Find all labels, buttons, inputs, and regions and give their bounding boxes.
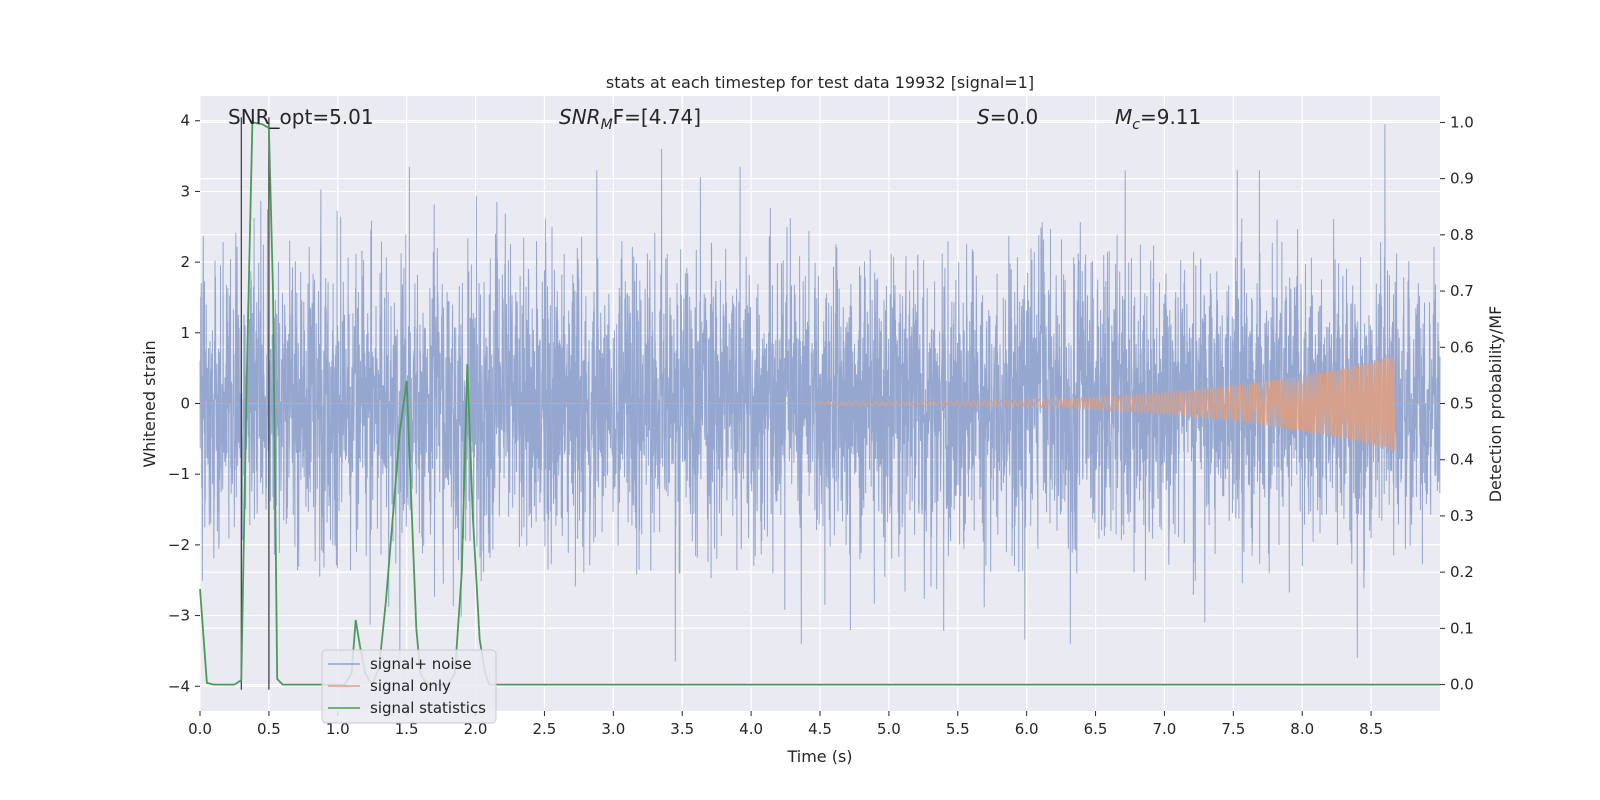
snr-opt-annotation: SNR_opt=5.01 [228,105,374,129]
signal-noise-series [199,124,1441,666]
x-axis-label: Time (s) [786,747,852,766]
y-right-tick-label: 0.1 [1450,619,1474,637]
mc-annotation: Mc=9.11 [1115,105,1201,133]
y-right-tick-label: 1.0 [1450,113,1474,131]
x-tick-label: 5.5 [946,720,970,738]
mc-base: M [1115,105,1132,129]
x-axis-ticks: 0.0 0.5 1.0 1.5 2.0 2.5 3.0 3.5 4.0 4.5 5.0 5.5 6.0 6… [188,711,1383,738]
y-right-tick-label: 0.6 [1450,338,1474,356]
y-right-tick-label: 0.7 [1450,282,1474,300]
signal-noise-line [199,124,1441,666]
s-annotation: S=0.0 [977,105,1038,129]
x-tick-label: 7.0 [1153,720,1177,738]
y-left-tick-label: −4 [168,677,190,695]
y-right-tick-label: 0.3 [1450,507,1474,525]
y-left-axis-ticks: 4 3 2 1 0 −1 −2 −3 −4 [168,112,200,695]
mc-subscript: c [1132,117,1140,133]
chart-title: stats at each timestep for test data 199… [606,73,1034,92]
signal-only-line [200,357,1440,451]
y-right-tick-label: 0.8 [1450,226,1474,244]
legend-label-signal-only: signal only [370,677,451,695]
x-tick-label: 6.0 [1015,720,1039,738]
y-right-axis-label: Detection probability/MF [1486,306,1505,503]
legend-label-signal-statistics: signal statistics [370,699,486,717]
x-tick-label: 3.5 [670,720,694,738]
y-left-tick-label: −1 [168,465,190,483]
x-tick-label: 8.0 [1290,720,1314,738]
x-tick-label: 2.0 [464,720,488,738]
y-left-tick-label: −2 [168,536,190,554]
y-right-tick-label: 0.5 [1450,395,1474,413]
s-label: S [977,105,990,129]
x-tick-label: 1.0 [326,720,350,738]
x-tick-label: 2.5 [533,720,557,738]
x-tick-label: 8.5 [1359,720,1383,738]
y-left-tick-label: 0 [180,395,190,413]
y-right-tick-label: 0.2 [1450,563,1474,581]
legend-label-signal-noise: signal+ noise [370,655,472,673]
legend-box [321,649,497,724]
s-value: =0.0 [990,105,1039,129]
x-tick-label: 4.5 [808,720,832,738]
y-right-axis-ticks: 1.0 0.9 0.8 0.7 0.6 0.5 0.4 0.3 0.2 0.1 0.0 [1440,113,1474,694]
x-tick-label: 0.5 [257,720,281,738]
x-tick-label: 3.0 [601,720,625,738]
snr-mf-rest: F=[4.74] [613,105,701,129]
y-right-tick-label: 0.0 [1450,676,1474,694]
x-tick-label: 7.5 [1221,720,1245,738]
x-tick-label: 5.0 [877,720,901,738]
y-left-tick-label: 3 [180,182,190,200]
y-left-tick-label: 2 [180,253,190,271]
mc-value: =9.11 [1140,105,1201,129]
x-tick-label: 1.5 [395,720,419,738]
y-right-tick-label: 0.4 [1450,451,1474,469]
x-tick-label: 6.5 [1084,720,1108,738]
y-left-tick-label: 1 [180,324,190,342]
y-right-tick-label: 0.9 [1450,170,1474,188]
snr-mf-subscript: M [601,117,613,133]
legend: signal+ noise signal only signal statist… [321,649,497,724]
x-tick-label: 0.0 [188,720,212,738]
x-tick-label: 4.0 [739,720,763,738]
y-left-axis-label: Whitened strain [140,340,159,467]
signal-only-series [200,357,1440,451]
snr-mf-annotation: SNRMF=[4.74] [559,105,701,133]
snr-mf-base: SNR [559,105,601,129]
vertical-markers [240,117,270,690]
y-left-tick-label: 4 [180,112,190,130]
y-left-tick-label: −3 [168,607,190,625]
